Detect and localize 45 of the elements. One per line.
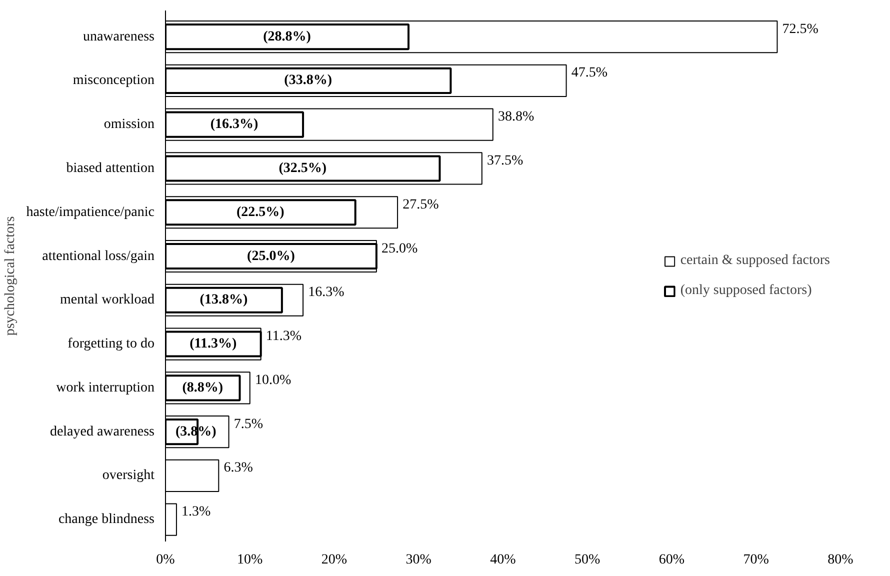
data-label: (28.8%) (263, 29, 312, 44)
legend-label: (only supposed factors) (680, 282, 812, 298)
data-label: 38.8% (498, 110, 534, 125)
data-label: (13.8%) (200, 292, 248, 308)
x-tick-label: 20% (321, 552, 348, 568)
x-tick-label: 70% (743, 552, 770, 568)
y-tick-label: change blindness (58, 512, 154, 528)
x-tick-label: 40% (490, 552, 516, 568)
data-label: 6.3% (224, 460, 254, 476)
data-label: (25.0%) (247, 248, 296, 264)
data-label: (8.8%) (182, 380, 224, 396)
data-label: 16.3% (308, 285, 345, 300)
y-tick-label: forgetting to do (68, 336, 154, 352)
data-label: 10.0% (254, 372, 292, 388)
x-tick-label: 50% (574, 552, 601, 568)
y-axis-title: psychological factors (3, 216, 18, 336)
y-tick-label: delayed awareness (50, 424, 155, 440)
x-tick-label: 60% (658, 552, 685, 568)
data-label: 37.5% (486, 153, 524, 168)
legend-label: certain & supposed factors (680, 252, 830, 268)
x-tick-label: 80% (828, 552, 854, 568)
y-tick-label: misconception (72, 73, 155, 88)
y-tick-label: mental workload (60, 292, 155, 308)
y-tick-label: omission (104, 117, 155, 132)
data-label: (33.8%) (284, 73, 332, 88)
data-label: (32.5%) (278, 160, 327, 176)
x-tick-label: 0% (156, 552, 176, 568)
y-tick-label: biased attention (66, 160, 155, 176)
data-label: 25.0% (382, 241, 418, 256)
y-tick-label: attentional loss/gain (42, 248, 155, 264)
data-label: 47.5% (571, 66, 608, 81)
data-label: 11.3% (266, 329, 302, 344)
y-tick-label: oversight (102, 468, 155, 484)
data-label: (11.3%) (190, 336, 238, 352)
y-tick-label: work interruption (56, 380, 155, 396)
data-label: (22.5%) (236, 204, 285, 220)
data-label: 7.5% (234, 416, 264, 432)
data-label: (16.3%) (210, 117, 259, 132)
data-label: 72.5% (782, 22, 819, 37)
y-tick-label: haste/impatience/panic (26, 204, 155, 220)
x-tick-label: 10% (237, 552, 264, 568)
data-label: 27.5% (402, 197, 440, 212)
x-tick-label: 30% (406, 552, 432, 568)
data-label: 1.3% (182, 504, 212, 520)
y-tick-label: unawareness (82, 29, 155, 44)
